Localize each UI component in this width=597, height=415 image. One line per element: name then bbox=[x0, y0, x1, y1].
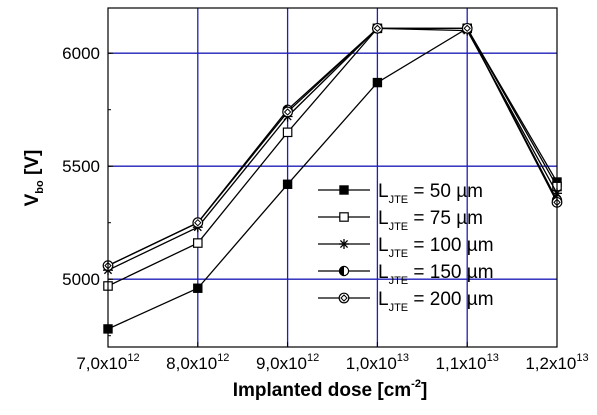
legend-label-sub: JTE bbox=[389, 275, 409, 287]
plot-frame bbox=[107, 7, 558, 348]
series-lines bbox=[102, 22, 563, 334]
filled-square-marker bbox=[282, 179, 293, 189]
x-tick-mantissa: 7,0x10 bbox=[76, 354, 127, 373]
x-tick-mantissa: 8,0x10 bbox=[166, 354, 217, 373]
x-tick-exponent: 13 bbox=[576, 352, 588, 364]
open-square-marker bbox=[282, 127, 293, 138]
y-tick-label: 6000 bbox=[62, 44, 100, 63]
legend-label: LJTE = 100 µm bbox=[378, 235, 494, 260]
x-tick-mantissa: 1,0x10 bbox=[346, 354, 397, 373]
series-half-circle bbox=[102, 23, 563, 271]
x-tick-label: 8,0x1012 bbox=[166, 352, 229, 373]
legend-label-sub: JTE bbox=[389, 221, 409, 233]
grid bbox=[108, 8, 557, 347]
diamond-shape bbox=[463, 24, 471, 33]
legend-entry: LJTE = 150 µm bbox=[318, 262, 494, 287]
x-tick-exponent: 12 bbox=[127, 352, 139, 364]
legend-entry: LJTE = 50 µm bbox=[318, 181, 483, 206]
x-tick-mantissa: 1,1x10 bbox=[436, 354, 487, 373]
y-axis-title-tail: [V] bbox=[22, 150, 43, 181]
y-axis-title-sub: bo bbox=[34, 180, 46, 194]
x-axis-title: Implanted dose [cm-2] bbox=[233, 378, 428, 401]
legend-entry: LJTE = 75 µm bbox=[318, 208, 483, 233]
x-tick-label: 9,0x1012 bbox=[256, 352, 319, 373]
series-line bbox=[107, 27, 558, 330]
legend-label: LJTE = 50 µm bbox=[378, 181, 483, 206]
x-axis-title-sup: -2 bbox=[411, 378, 421, 390]
legend-label-sub: JTE bbox=[389, 248, 409, 260]
diamond-ring bbox=[192, 217, 204, 229]
filled-square-marker bbox=[193, 283, 203, 293]
diamond-ring bbox=[461, 22, 473, 34]
legend-label-tail: = 100 µm bbox=[408, 235, 493, 256]
legend-label: LJTE = 200 µm bbox=[378, 289, 494, 314]
open-diamond-marker bbox=[461, 22, 473, 34]
x-tick-label: 1,2x1013 bbox=[525, 352, 588, 373]
series-line bbox=[107, 27, 558, 267]
half-circle-marker bbox=[338, 265, 350, 277]
diamond-shape bbox=[340, 294, 348, 302]
legend-label-tail: = 75 µm bbox=[408, 208, 483, 229]
diamond-shape bbox=[373, 24, 382, 33]
series-open-diamond bbox=[102, 22, 563, 272]
filled-square-marker bbox=[372, 77, 383, 88]
x-tick-exponent: 13 bbox=[487, 352, 499, 364]
x-axis-title-main: Implanted dose [cm bbox=[233, 380, 411, 401]
legend-label-tail: = 150 µm bbox=[408, 262, 493, 283]
legend-label-tail: = 50 µm bbox=[408, 181, 483, 202]
x-tick-exponent: 12 bbox=[307, 352, 319, 364]
half-circle-fill bbox=[339, 266, 344, 276]
legend-entry: LJTE = 100 µm bbox=[318, 235, 494, 260]
y-axis-title-main: V bbox=[22, 193, 43, 206]
y-tick-label: 5500 bbox=[62, 157, 100, 176]
open-diamond-marker bbox=[282, 106, 294, 118]
diamond-ring bbox=[372, 22, 383, 34]
open-diamond-marker bbox=[338, 292, 350, 304]
x-tick-label: 1,1x1013 bbox=[436, 352, 499, 373]
legend-label: LJTE = 150 µm bbox=[378, 262, 494, 287]
x-tick-label: 7,0x1012 bbox=[76, 352, 139, 373]
legend-label-main: L bbox=[378, 181, 389, 202]
series-line bbox=[107, 27, 558, 287]
x-tick-mantissa: 9,0x10 bbox=[256, 354, 307, 373]
open-diamond-marker bbox=[192, 217, 204, 229]
legend-entry: LJTE = 200 µm bbox=[318, 289, 494, 314]
diamond-ring bbox=[338, 292, 350, 304]
legend-label-main: L bbox=[378, 289, 389, 310]
legend-label-sub: JTE bbox=[389, 194, 409, 206]
legend-label-main: L bbox=[378, 208, 389, 229]
x-tick-exponent: 13 bbox=[397, 352, 409, 364]
open-square-marker bbox=[339, 212, 349, 222]
legend-label: LJTE = 75 µm bbox=[378, 208, 483, 233]
x-tick-mantissa: 1,2x10 bbox=[525, 354, 576, 373]
y-tick-label: 5000 bbox=[62, 270, 100, 289]
diamond-ring bbox=[282, 106, 294, 118]
legend-label-main: L bbox=[378, 262, 389, 283]
star-marker bbox=[339, 239, 349, 249]
diamond-shape bbox=[194, 218, 202, 227]
filled-square-marker bbox=[339, 185, 349, 195]
diamond-shape bbox=[283, 108, 292, 116]
y-axis-title: Vbo [V] bbox=[22, 150, 46, 207]
legend-label-tail: = 200 µm bbox=[408, 289, 493, 310]
open-square-marker bbox=[193, 238, 203, 248]
open-diamond-marker bbox=[372, 22, 383, 34]
x-tick-exponent: 12 bbox=[217, 352, 229, 364]
x-tick-label: 1,0x1013 bbox=[346, 352, 409, 373]
legend-label-main: L bbox=[378, 235, 389, 256]
x-axis-title-tail: ] bbox=[421, 380, 427, 401]
series-line bbox=[107, 27, 558, 267]
legend-label-sub: JTE bbox=[389, 302, 409, 314]
